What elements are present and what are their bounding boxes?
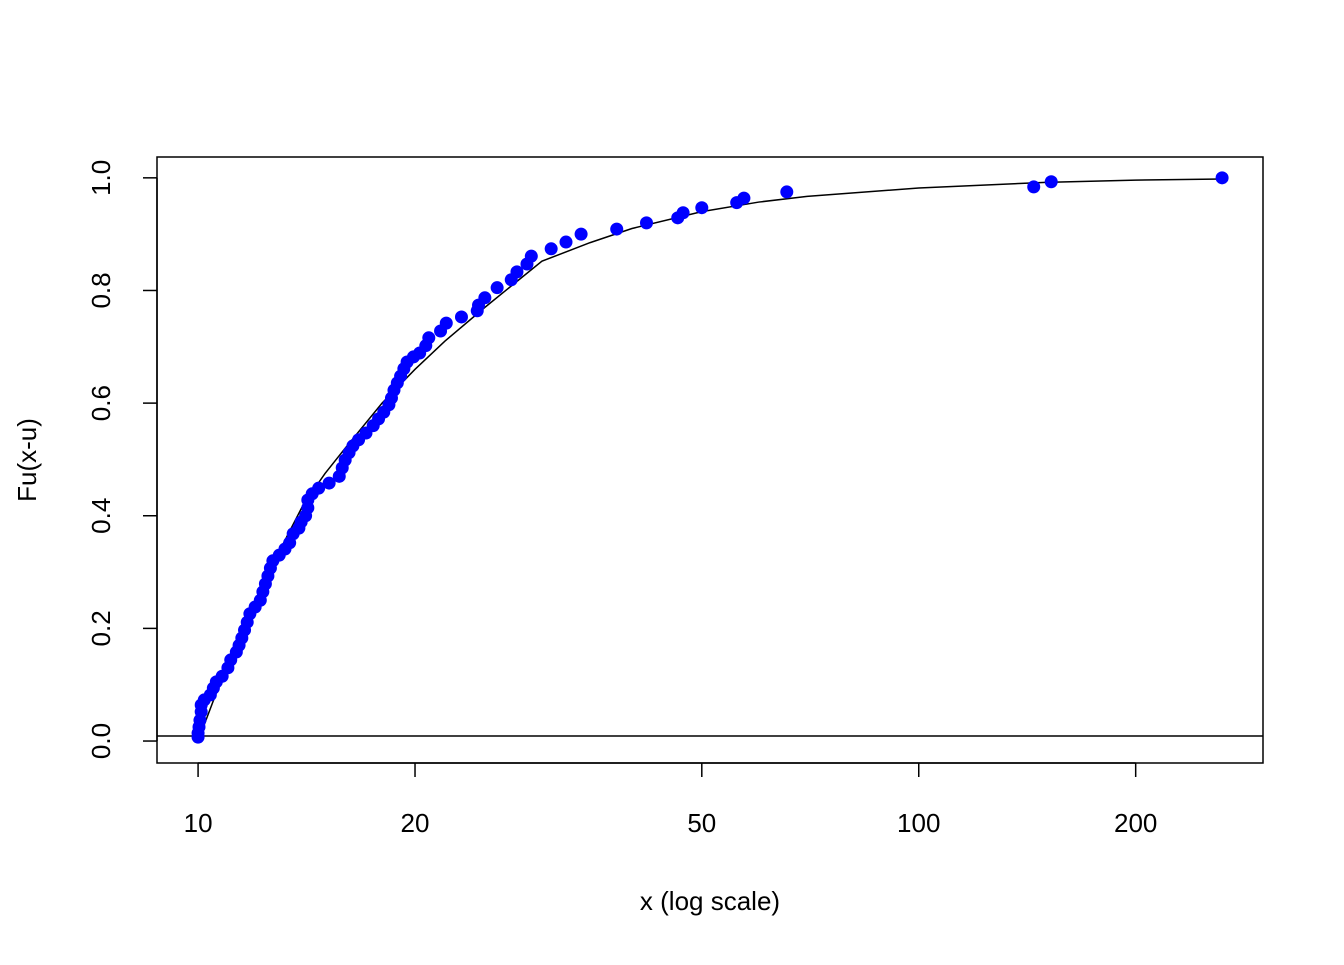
data-point	[780, 185, 794, 199]
y-tick-label: 0.4	[86, 498, 116, 534]
x-tick-label: 100	[897, 808, 940, 838]
data-point	[312, 481, 326, 495]
x-tick-label: 50	[687, 808, 716, 838]
data-point	[639, 216, 653, 230]
data-point	[454, 310, 468, 324]
data-point	[490, 281, 504, 295]
data-point	[478, 291, 492, 305]
data-point	[439, 316, 453, 330]
data-point	[695, 201, 709, 215]
x-tick-label: 10	[184, 808, 213, 838]
x-axis-label: x (log scale)	[640, 886, 780, 916]
x-tick-label: 200	[1114, 808, 1157, 838]
y-tick-label: 0.0	[86, 723, 116, 759]
data-point	[322, 476, 336, 490]
data-point	[510, 265, 524, 279]
y-axis-label: Fu(x-u)	[12, 418, 42, 502]
data-point	[422, 331, 436, 345]
y-tick-label: 0.8	[86, 272, 116, 308]
data-point	[1027, 180, 1041, 194]
data-point	[1215, 171, 1229, 185]
y-tick-label: 0.6	[86, 385, 116, 421]
data-point	[544, 242, 558, 256]
data-point	[559, 235, 573, 249]
data-point	[610, 222, 624, 236]
data-point	[676, 206, 690, 220]
y-tick-label: 0.2	[86, 610, 116, 646]
data-point	[524, 249, 538, 263]
data-point	[574, 227, 588, 241]
data-point	[1044, 175, 1058, 189]
y-tick-label: 1.0	[86, 160, 116, 196]
x-tick-label: 20	[401, 808, 430, 838]
data-point	[737, 191, 751, 205]
